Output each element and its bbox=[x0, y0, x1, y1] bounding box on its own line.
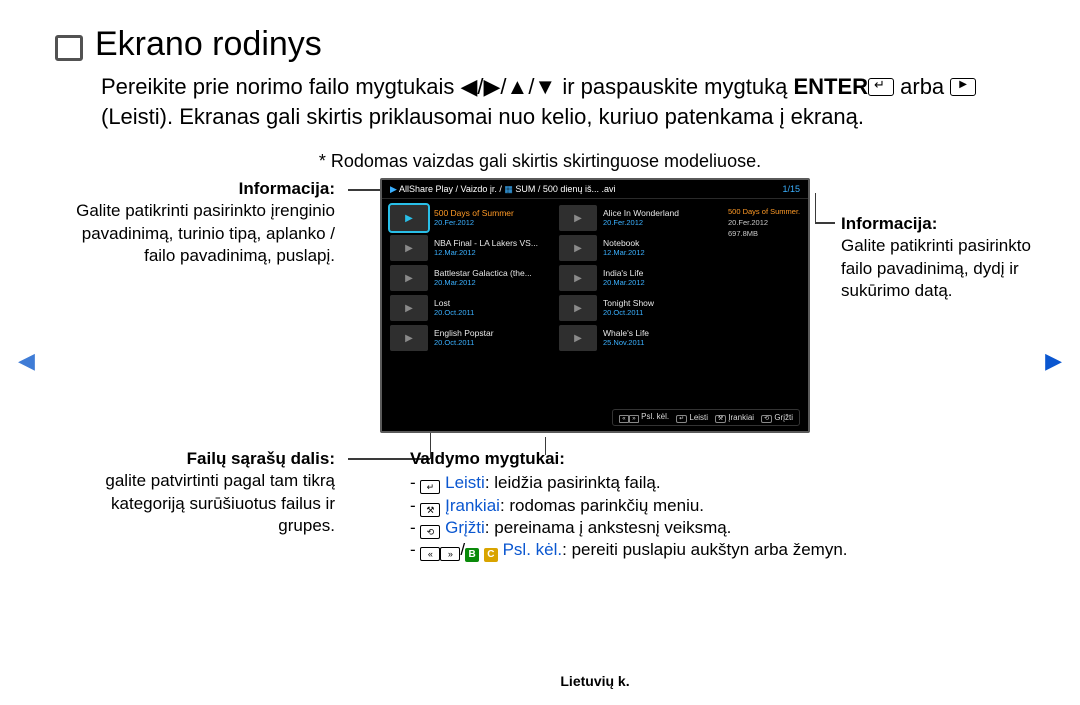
connector-line bbox=[815, 222, 835, 223]
file-tile[interactable]: ▶Tonight Show20.Oct.2011 bbox=[559, 295, 714, 321]
callout-controls: Valdymo mygtukai: ↵ Leisti: leidžia pasi… bbox=[410, 448, 1070, 561]
play-icon bbox=[950, 78, 976, 96]
callout-info-right: Informacija: Galite patikrinti pasirinkt… bbox=[841, 213, 1051, 301]
footer-language: Lietuvių k. bbox=[55, 673, 1080, 689]
file-tile[interactable]: ▶Lost20.Oct.2011 bbox=[390, 295, 545, 321]
file-column-left: ▶500 Days of Summer20.Fer.2012 ▶NBA Final… bbox=[390, 205, 545, 351]
page-title: Ekrano rodinys bbox=[95, 25, 322, 64]
file-column-right: ▶Alice In Wonderland20.Fer.2012 ▶Notebook… bbox=[559, 205, 714, 351]
nav-prev-icon[interactable]: ◀ bbox=[18, 348, 35, 374]
page-count: 1/15 bbox=[782, 184, 800, 194]
section-icon bbox=[55, 35, 83, 61]
file-tile[interactable]: ▶Whale's Life25.Nov.2011 bbox=[559, 325, 714, 351]
note-text: * Rodomas vaizdas gali skirtis skirtingu… bbox=[55, 151, 1025, 172]
file-tile[interactable]: ▶500 Days of Summer20.Fer.2012 bbox=[390, 205, 545, 231]
file-tile[interactable]: ▶NBA Final - LA Lakers VS...12.Mar.2012 bbox=[390, 235, 545, 261]
callout-files: Failų sąrašų dalis: galite patvirtinti p… bbox=[55, 448, 335, 536]
file-tile[interactable]: ▶English Popstar20.Oct.2011 bbox=[390, 325, 545, 351]
tv-screenshot: ▶ AllShare Play / Vaizdo įr. / ▦ SUM / 5… bbox=[380, 178, 810, 433]
connector-line bbox=[815, 193, 816, 223]
file-tile[interactable]: ▶Notebook12.Mar.2012 bbox=[559, 235, 714, 261]
file-tile[interactable]: ▶Alice In Wonderland20.Fer.2012 bbox=[559, 205, 714, 231]
callout-info-left: Informacija: Galite patikrinti pasirinkt… bbox=[55, 178, 335, 266]
file-tile[interactable]: ▶India's Life20.Mar.2012 bbox=[559, 265, 714, 291]
intro-text: Pereikite prie norimo failo mygtukais ◀/… bbox=[101, 72, 1025, 131]
file-tile[interactable]: ▶Battlestar Galactica (the...20.Mar.2012 bbox=[390, 265, 545, 291]
enter-icon bbox=[868, 78, 894, 96]
tv-path: ▶ AllShare Play / Vaizdo įr. / ▦ SUM / 5… bbox=[382, 180, 808, 198]
nav-next-icon[interactable]: ▶ bbox=[1045, 348, 1062, 374]
file-meta: 500 Days of Summer.avi 20.Fer.2012 697.8… bbox=[728, 205, 800, 351]
tv-footer-bar: «» Psl. kėl. ↵ Leisti ⚒ Įrankiai ⟲ Grįžt… bbox=[612, 409, 800, 426]
